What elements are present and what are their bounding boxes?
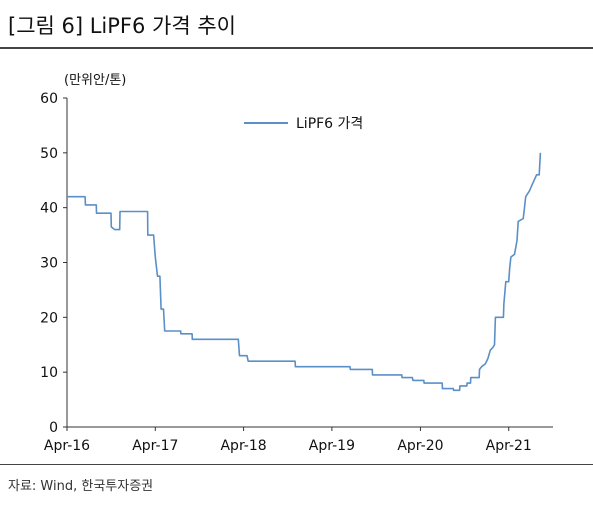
y-axis: 0 10 20 30 40 50 60 — [40, 91, 68, 436]
bottom-rule — [0, 464, 593, 465]
x-axis: Apr-16 Apr-17 Apr-18 Apr-19 Apr-20 Apr-21 — [44, 426, 553, 454]
y-tick-label: 30 — [40, 256, 58, 272]
series-layer — [67, 152, 542, 392]
x-tick-label: Apr-17 — [132, 438, 178, 454]
legend-label: LiPF6 가격 — [296, 116, 363, 132]
y-tick-label: 20 — [40, 310, 58, 326]
x-tick-label: Apr-16 — [44, 438, 90, 454]
x-tick-label: Apr-20 — [397, 438, 443, 454]
y-tick-label: 40 — [40, 201, 58, 217]
y-tick-label: 50 — [40, 146, 58, 162]
y-tick-label: 0 — [49, 420, 58, 436]
top-rule — [0, 47, 593, 49]
source-note: 자료: Wind, 한국투자증권 — [8, 479, 154, 494]
y-axis-label: (만위안/톤) — [64, 73, 126, 88]
x-tick-label: Apr-18 — [220, 438, 266, 454]
y-tick-label: 60 — [40, 91, 58, 107]
x-tick-label: Apr-21 — [486, 438, 532, 454]
x-tick-label: Apr-19 — [309, 438, 355, 454]
y-tick-label: 10 — [40, 365, 58, 381]
series-line-0 — [67, 152, 542, 392]
figure-title: [그림 6] LiPF6 가격 추이 — [8, 14, 237, 38]
line-chart: (만위안/톤) 0 10 20 30 40 50 60 Apr-16 Apr-17 Apr-18… — [40, 73, 553, 454]
legend: LiPF6 가격 — [244, 116, 363, 132]
